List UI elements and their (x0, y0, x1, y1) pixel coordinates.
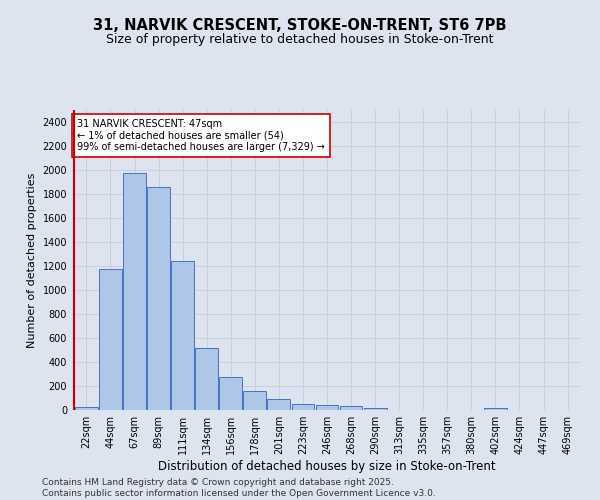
Bar (123, 173, 146, 410)
Bar (268, 399, 290, 410)
Bar (484, 408, 507, 410)
Text: Size of property relative to detached houses in Stoke-on-Trent: Size of property relative to detached ho… (106, 32, 494, 46)
Bar (316, 405, 338, 410)
Bar (220, 377, 242, 410)
Bar (340, 406, 362, 410)
Bar (244, 392, 266, 410)
Bar (364, 408, 386, 410)
Bar (99, 269, 122, 410)
Text: 31 NARVIK CRESCENT: 47sqm
← 1% of detached houses are smaller (54)
99% of semi-d: 31 NARVIK CRESCENT: 47sqm ← 1% of detach… (77, 119, 325, 152)
Y-axis label: Number of detached properties: Number of detached properties (27, 172, 37, 348)
Bar (171, 261, 194, 410)
X-axis label: Distribution of detached houses by size in Stoke-on-Trent: Distribution of detached houses by size … (158, 460, 496, 473)
Text: Contains HM Land Registry data © Crown copyright and database right 2025.
Contai: Contains HM Land Registry data © Crown c… (42, 478, 436, 498)
Bar (195, 348, 218, 410)
Bar (147, 188, 170, 410)
Text: 31, NARVIK CRESCENT, STOKE-ON-TRENT, ST6 7PB: 31, NARVIK CRESCENT, STOKE-ON-TRENT, ST6… (93, 18, 507, 32)
Bar (75, 407, 98, 410)
Bar (292, 404, 314, 410)
